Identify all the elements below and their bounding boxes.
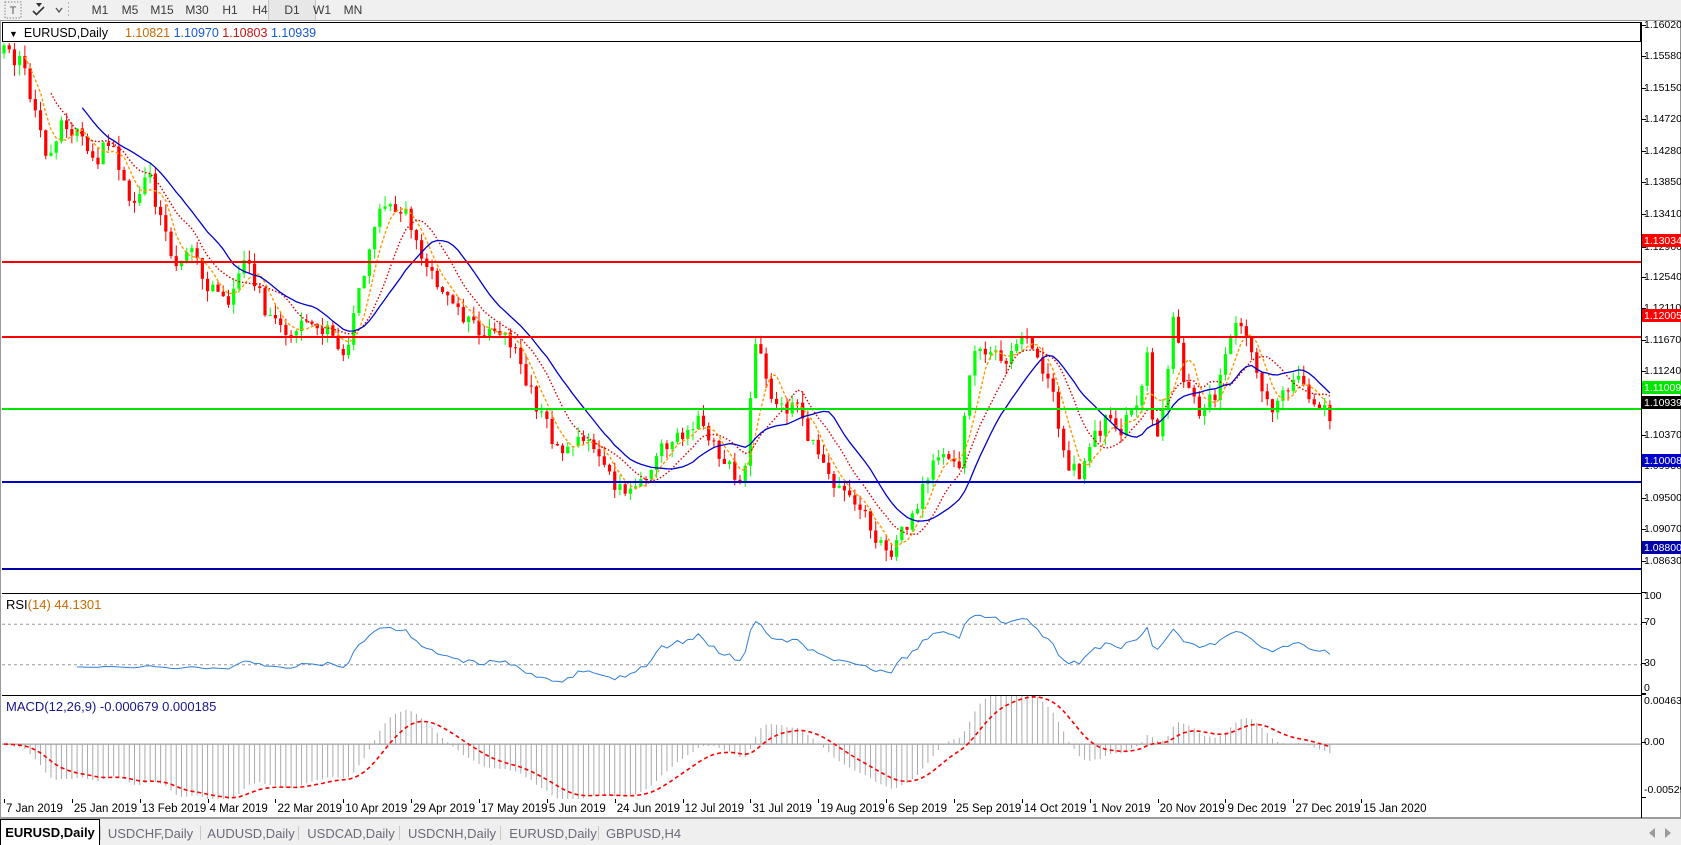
svg-text:T: T xyxy=(10,5,17,17)
